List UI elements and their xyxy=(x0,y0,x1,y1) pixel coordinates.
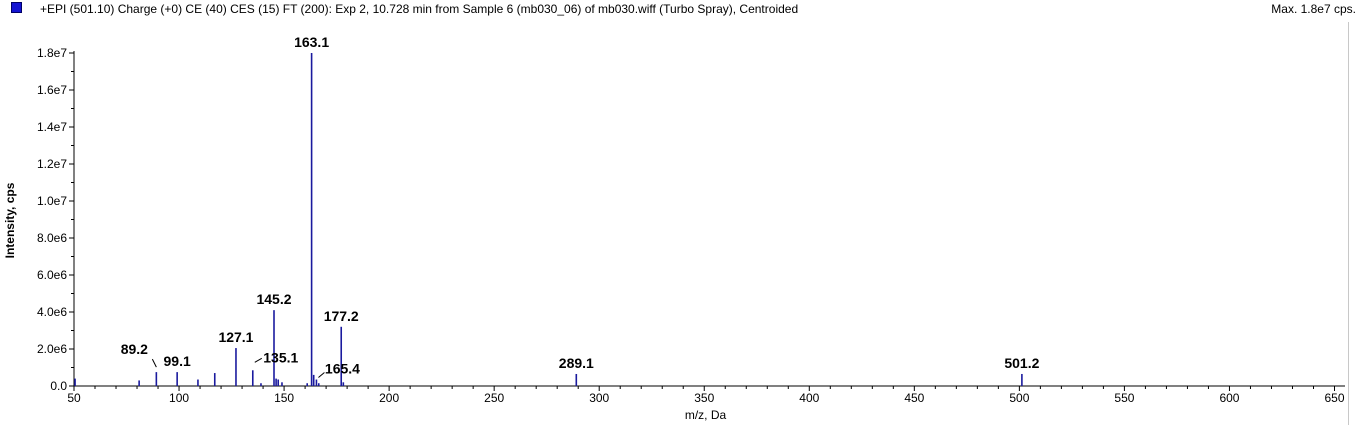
x-tick-label: 350 xyxy=(694,391,714,405)
chart-title: +EPI (501.10) Charge (+0) CE (40) CES (1… xyxy=(40,2,799,16)
peak-label: 145.2 xyxy=(256,291,291,307)
y-axis-label: Intensity, cps xyxy=(3,182,17,258)
peak-label: 135.1 xyxy=(263,349,298,365)
peak-label: 501.2 xyxy=(1004,355,1039,371)
x-axis-label: m/z, Da xyxy=(685,408,727,422)
peak-label: 127.1 xyxy=(218,329,253,345)
y-tick-label: 1.0e7 xyxy=(37,194,67,208)
peak-label: 289.1 xyxy=(559,355,594,371)
x-tick-label: 500 xyxy=(1009,391,1029,405)
y-tick-label: 1.8e7 xyxy=(37,46,67,60)
x-tick-label: 600 xyxy=(1219,391,1239,405)
peak-label: 163.1 xyxy=(294,34,329,50)
x-tick-label: 100 xyxy=(169,391,189,405)
plot-frame-edge xyxy=(1348,22,1361,425)
x-tick-label: 150 xyxy=(274,391,294,405)
y-tick-label: 0.0 xyxy=(50,379,67,393)
x-tick-label: 400 xyxy=(799,391,819,405)
peak-label-leader xyxy=(254,357,263,363)
y-tick-label: 1.6e7 xyxy=(37,83,67,97)
peak-label-leader xyxy=(151,358,157,368)
x-tick-label: 300 xyxy=(589,391,609,405)
legend-swatch xyxy=(11,2,22,13)
x-tick-label: 250 xyxy=(484,391,504,405)
y-tick-label: 8.0e6 xyxy=(37,231,67,245)
peak-label-leader xyxy=(318,372,325,378)
peak-label: 177.2 xyxy=(324,308,359,324)
max-intensity-label: Max. 1.8e7 cps. xyxy=(1271,2,1356,16)
x-tick-label: 550 xyxy=(1114,391,1134,405)
x-tick-label: 200 xyxy=(379,391,399,405)
peak-label: 89.2 xyxy=(121,341,148,357)
y-tick-label: 1.4e7 xyxy=(37,120,67,134)
y-tick-label: 6.0e6 xyxy=(37,268,67,282)
y-tick-label: 1.2e7 xyxy=(37,157,67,171)
y-tick-label: 4.0e6 xyxy=(37,305,67,319)
peak-label: 99.1 xyxy=(164,353,191,369)
x-tick-label: 650 xyxy=(1324,391,1344,405)
peak-label: 165.4 xyxy=(325,361,360,377)
x-tick-label: 50 xyxy=(67,391,81,405)
x-tick-label: 450 xyxy=(904,391,924,405)
y-tick-label: 2.0e6 xyxy=(37,342,67,356)
